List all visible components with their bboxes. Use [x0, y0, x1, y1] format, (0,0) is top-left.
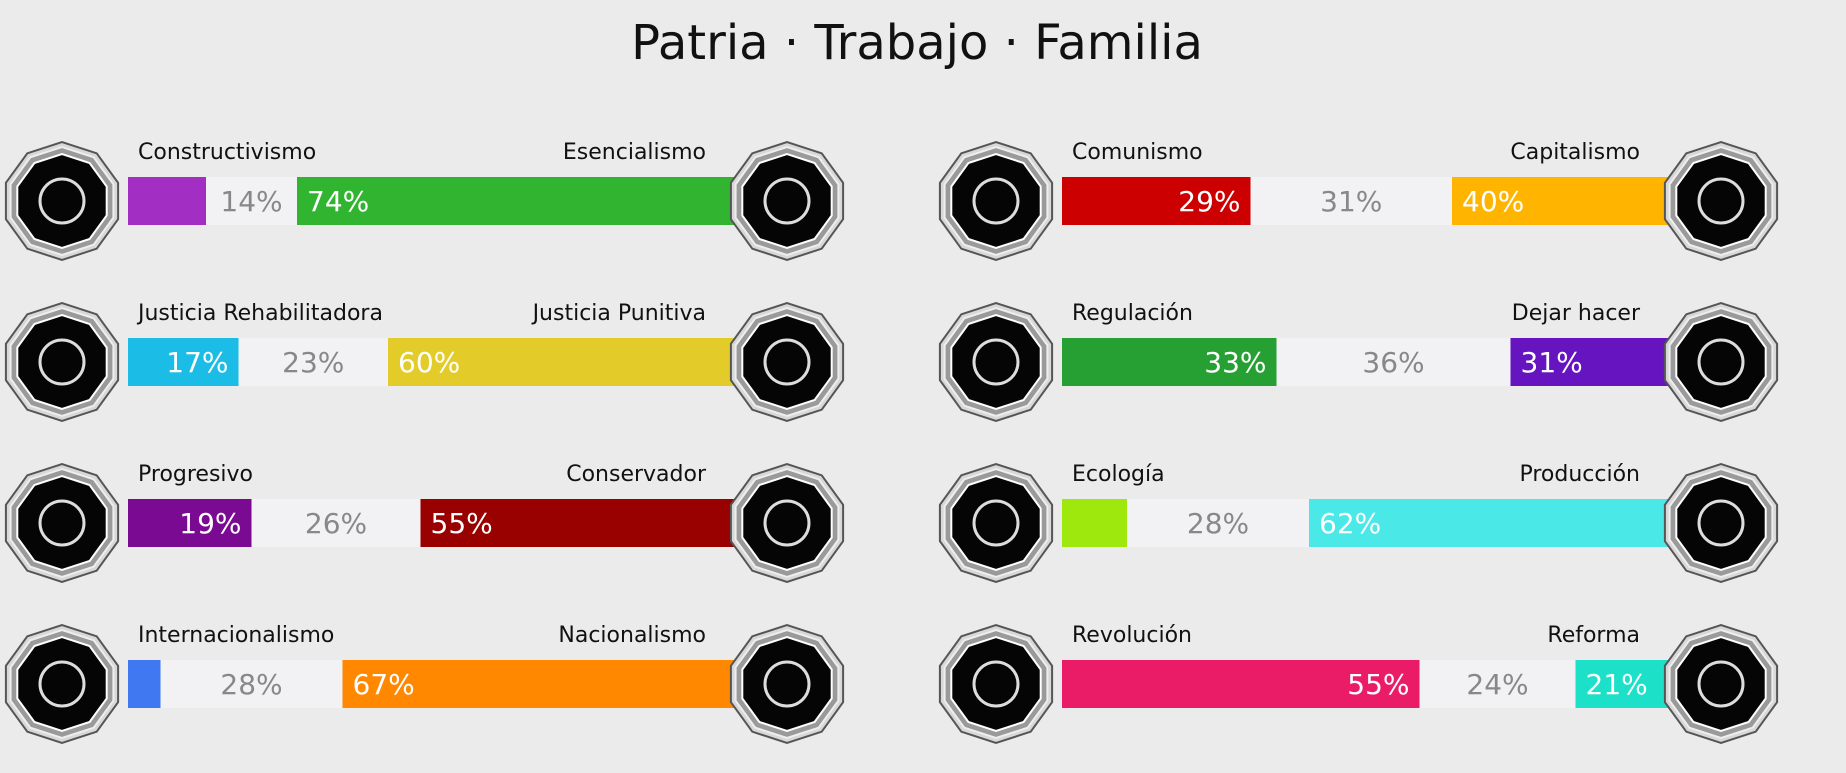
- right-label: Conservador: [566, 462, 707, 487]
- icon: [950, 474, 1042, 572]
- left-label: Progresivo: [138, 462, 253, 487]
- value-label: 14%: [220, 185, 282, 218]
- value-label: 62%: [1319, 507, 1381, 540]
- icon-emblem: [763, 499, 811, 547]
- icon: [741, 313, 833, 411]
- bar-segment: [128, 660, 161, 708]
- value-label: 40%: [1462, 185, 1524, 218]
- left-label: Revolución: [1072, 623, 1192, 648]
- icon: [950, 313, 1042, 411]
- value-label: 24%: [1466, 668, 1528, 701]
- bar-segment: [206, 177, 297, 225]
- left-label: Justicia Rehabilitadora: [136, 301, 383, 326]
- value-label: 36%: [1362, 346, 1424, 379]
- bar-segment: [1062, 338, 1277, 386]
- bar-segment: [128, 499, 252, 547]
- icon-emblem: [1697, 338, 1745, 386]
- left-label: Comunismo: [1072, 140, 1203, 165]
- value-label: 21%: [1586, 668, 1648, 701]
- icon-emblem: [1697, 177, 1745, 225]
- icon-emblem: [972, 177, 1020, 225]
- value-label: 17%: [166, 346, 228, 379]
- bar-segment: [128, 177, 206, 225]
- left-label: Regulación: [1072, 301, 1193, 326]
- right-label: Justicia Punitiva: [531, 301, 706, 326]
- bar-segment: [1309, 499, 1712, 547]
- icon-emblem: [972, 660, 1020, 708]
- bar-segment: [1062, 660, 1420, 708]
- bar-segment: [1062, 177, 1251, 225]
- icon: [1675, 152, 1767, 250]
- bar-segment: [1419, 660, 1576, 708]
- value-label: 55%: [431, 507, 493, 540]
- bar-segment: [420, 499, 778, 547]
- icon-emblem: [763, 660, 811, 708]
- value-label: 31%: [1320, 185, 1382, 218]
- value-label: 19%: [179, 507, 241, 540]
- left-label: Ecología: [1072, 462, 1165, 487]
- icon-emblem: [38, 660, 86, 708]
- icon: [16, 313, 108, 411]
- icon: [1675, 635, 1767, 733]
- value-label: 55%: [1347, 668, 1409, 701]
- bar-segment: [388, 338, 778, 386]
- icon: [1675, 313, 1767, 411]
- value-label: 60%: [398, 346, 460, 379]
- right-label: Nacionalismo: [558, 623, 706, 648]
- icon: [741, 635, 833, 733]
- bar-segment: [1276, 338, 1511, 386]
- bar-segment: [251, 499, 421, 547]
- icon: [741, 474, 833, 572]
- left-label: Constructivismo: [138, 140, 316, 165]
- left-label: Internacionalismo: [138, 623, 334, 648]
- bar-segment: [1062, 499, 1127, 547]
- right-label: Producción: [1519, 462, 1640, 487]
- value-label: 23%: [282, 346, 344, 379]
- value-label: 31%: [1521, 346, 1583, 379]
- right-label: Esencialismo: [563, 140, 706, 165]
- value-label: 33%: [1204, 346, 1266, 379]
- icon-emblem: [972, 499, 1020, 547]
- icon-emblem: [972, 338, 1020, 386]
- value-label: 26%: [305, 507, 367, 540]
- icon: [1675, 474, 1767, 572]
- icon: [16, 474, 108, 572]
- icon-emblem: [763, 177, 811, 225]
- bar-segment: [160, 660, 343, 708]
- value-label: 67%: [353, 668, 415, 701]
- value-label: 28%: [1187, 507, 1249, 540]
- icon-emblem: [763, 338, 811, 386]
- title: Patria · Trabajo · Familia: [631, 15, 1203, 71]
- bar-segment: [1250, 177, 1452, 225]
- value-label: 29%: [1178, 185, 1240, 218]
- icon: [16, 635, 108, 733]
- icon-emblem: [38, 177, 86, 225]
- bar-segment: [342, 660, 778, 708]
- value-label: 28%: [220, 668, 282, 701]
- bar-segment: [1127, 499, 1309, 547]
- right-label: Reforma: [1547, 623, 1640, 648]
- icon: [741, 152, 833, 250]
- bar-segment: [297, 177, 778, 225]
- bar-segment: [238, 338, 388, 386]
- right-label: Capitalismo: [1510, 140, 1640, 165]
- icon: [950, 152, 1042, 250]
- icon: [16, 152, 108, 250]
- icon-emblem: [1697, 660, 1745, 708]
- bar-segment: [128, 338, 239, 386]
- icon-emblem: [1697, 499, 1745, 547]
- value-label: 74%: [307, 185, 369, 218]
- icon-emblem: [38, 338, 86, 386]
- right-label: Dejar hacer: [1512, 301, 1641, 326]
- icon-emblem: [38, 499, 86, 547]
- icon: [950, 635, 1042, 733]
